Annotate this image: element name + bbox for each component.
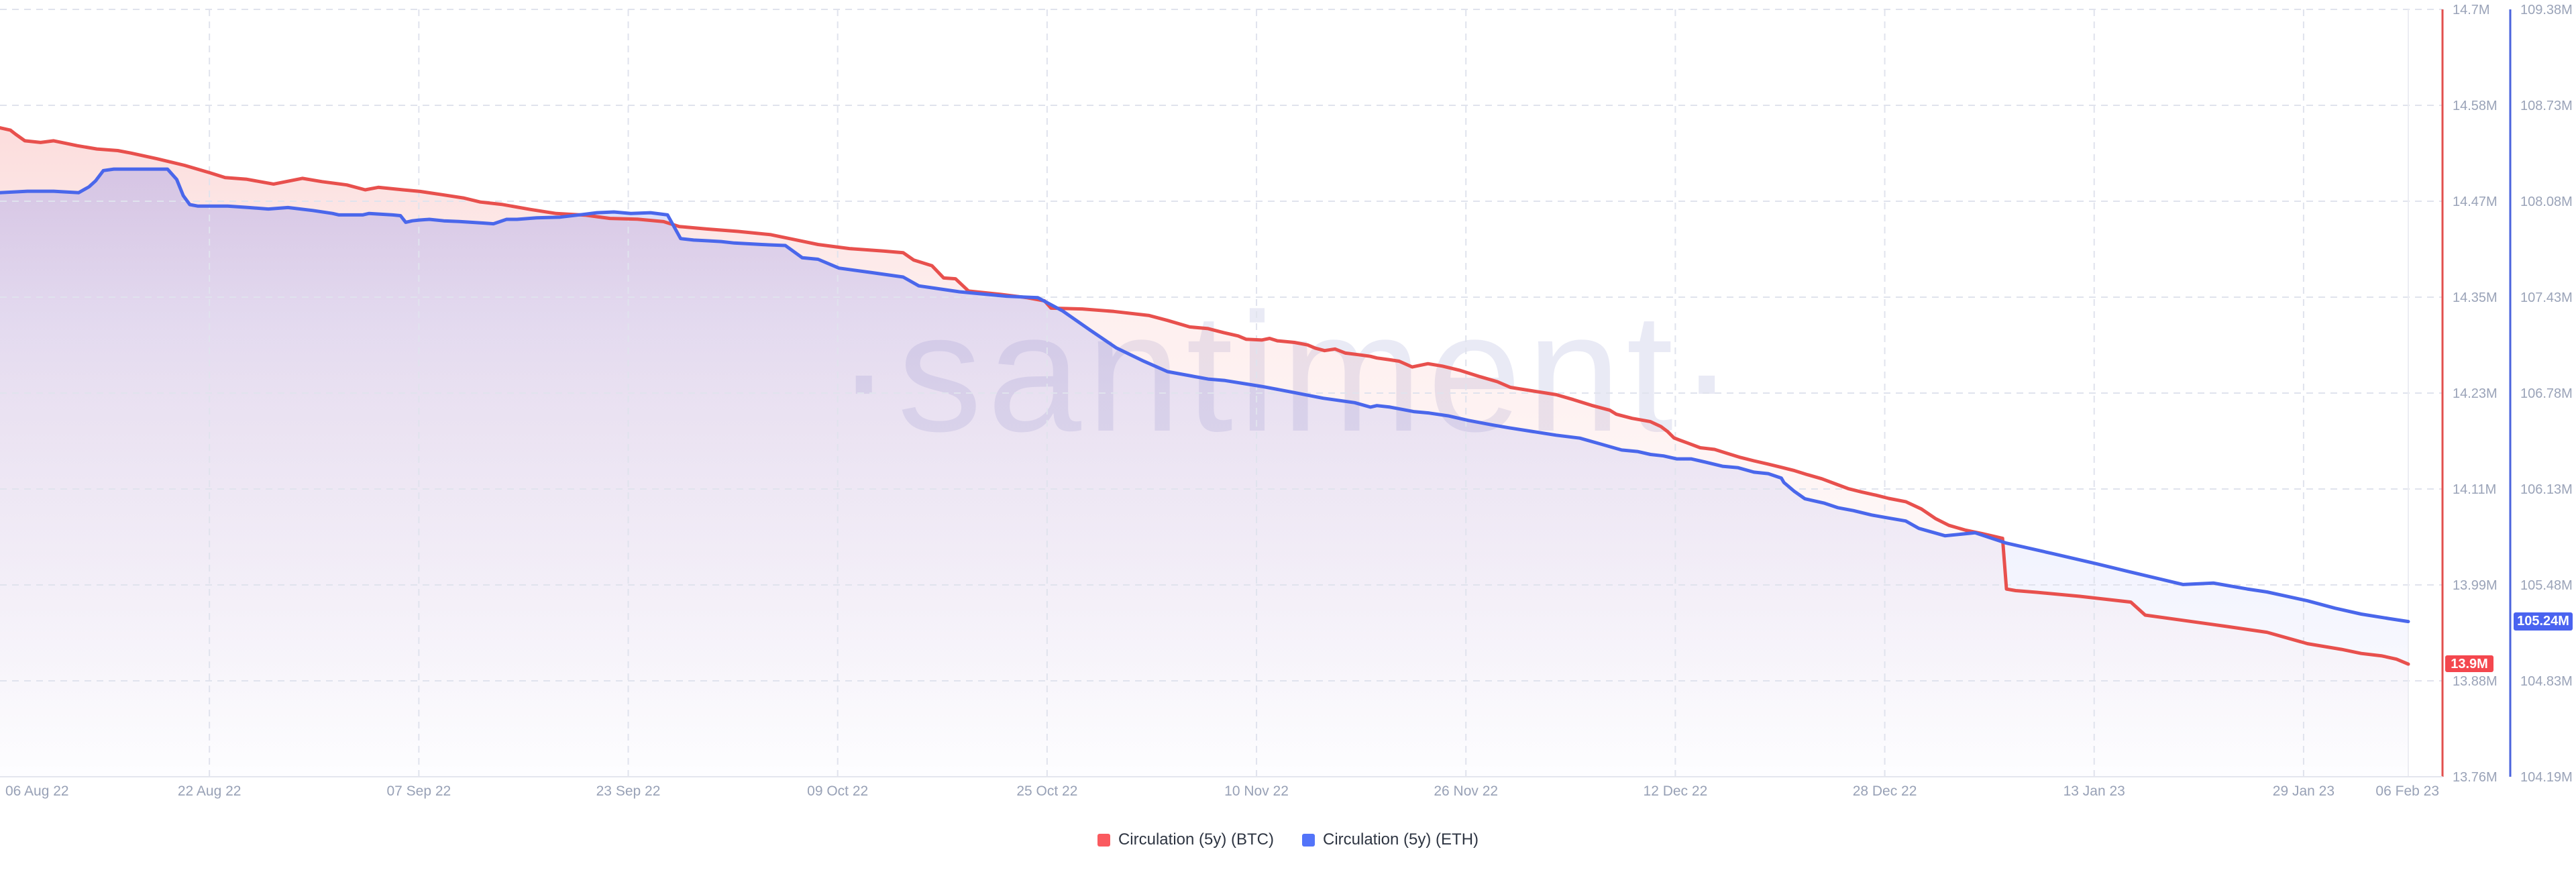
- legend-item-eth[interactable]: Circulation (5y) (ETH): [1302, 830, 1479, 849]
- btc-axis-tick-label: 14.47M: [2453, 195, 2498, 209]
- eth-axis-tick-label: 109.38M: [2520, 3, 2573, 17]
- x-tick-label: 07 Sep 22: [386, 783, 451, 799]
- x-tick-label: 23 Sep 22: [596, 783, 661, 799]
- eth-current-value-badge: 105.24M: [2514, 612, 2573, 631]
- x-tick-label: 06 Feb 23: [2375, 783, 2439, 799]
- x-tick-label: 28 Dec 22: [1853, 783, 1917, 799]
- eth-axis-tick-label: 107.43M: [2520, 290, 2573, 305]
- x-tick-label: 29 Jan 23: [2273, 783, 2334, 799]
- btc-axis-tick-label: 14.7M: [2453, 3, 2490, 17]
- legend-label-eth: Circulation (5y) (ETH): [1323, 830, 1479, 849]
- eth-axis-tick-label: 106.78M: [2520, 386, 2573, 401]
- x-tick-label: 10 Nov 22: [1224, 783, 1289, 799]
- x-tick-label: 12 Dec 22: [1644, 783, 1708, 799]
- eth-axis-tick-label: 104.83M: [2520, 674, 2573, 689]
- eth-axis-tick-label: 108.73M: [2520, 99, 2573, 113]
- legend-label-btc: Circulation (5y) (BTC): [1118, 830, 1274, 849]
- btc-axis-tick-label: 13.99M: [2453, 578, 2498, 593]
- x-tick-label: 22 Aug 22: [178, 783, 241, 799]
- x-tick-label: 26 Nov 22: [1434, 783, 1498, 799]
- eth-axis-tick-label: 105.48M: [2520, 578, 2573, 593]
- btc-axis-tick-label: 14.11M: [2453, 482, 2496, 497]
- legend-item-btc[interactable]: Circulation (5y) (BTC): [1097, 830, 1274, 849]
- x-tick-label: 25 Oct 22: [1016, 783, 1077, 799]
- btc-axis-tick-label: 13.76M: [2453, 770, 2498, 785]
- eth-line: [0, 167, 2410, 624]
- x-tick-label: 13 Jan 23: [2063, 783, 2125, 799]
- legend-color-eth-icon: [1302, 833, 1315, 847]
- btc-line: [0, 126, 2410, 666]
- eth-axis-tick-label: 106.13M: [2520, 482, 2573, 497]
- x-tick-label: 06 Aug 22: [5, 783, 69, 799]
- btc-axis-tick-label: 14.23M: [2453, 386, 2498, 401]
- btc-axis-tick-label: 14.58M: [2453, 99, 2498, 113]
- eth-area: [0, 169, 2408, 777]
- legend-color-btc-icon: [1097, 833, 1110, 847]
- legend: Circulation (5y) (BTC) Circulation (5y) …: [0, 830, 2576, 849]
- eth-axis-tick-label: 108.08M: [2520, 195, 2573, 209]
- btc-current-value-badge: 13.9M: [2445, 655, 2493, 673]
- eth-axis-tick-label: 104.19M: [2520, 770, 2573, 785]
- btc-axis-tick-label: 13.88M: [2453, 674, 2498, 689]
- x-tick-label: 09 Oct 22: [807, 783, 868, 799]
- btc-axis-tick-label: 14.35M: [2453, 290, 2498, 305]
